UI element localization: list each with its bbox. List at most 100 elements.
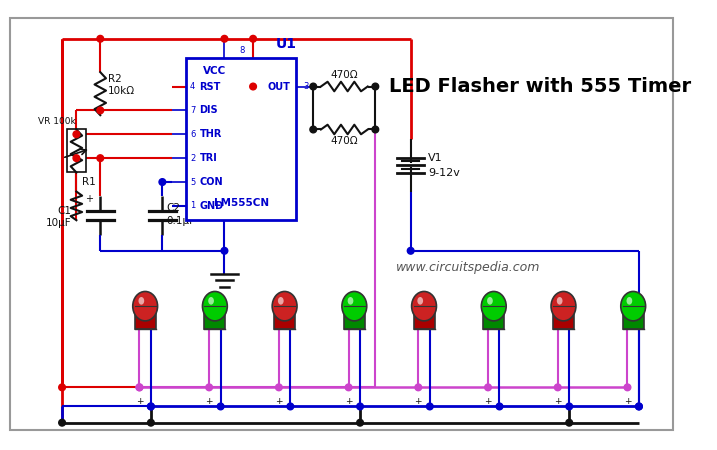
Circle shape [136, 384, 143, 391]
FancyBboxPatch shape [553, 306, 574, 329]
Circle shape [635, 403, 642, 410]
Ellipse shape [138, 297, 144, 305]
Text: 0.1μF: 0.1μF [166, 216, 195, 226]
Circle shape [346, 384, 352, 391]
Circle shape [250, 83, 257, 90]
Text: 6: 6 [190, 130, 196, 139]
Circle shape [485, 384, 491, 391]
Circle shape [415, 384, 422, 391]
Text: VR 100k: VR 100k [38, 117, 76, 126]
Circle shape [357, 403, 364, 410]
Text: 470Ω: 470Ω [331, 136, 358, 146]
Circle shape [287, 403, 294, 410]
Circle shape [221, 248, 228, 254]
Circle shape [566, 419, 573, 426]
Circle shape [310, 126, 317, 133]
Circle shape [357, 419, 364, 426]
Circle shape [275, 384, 282, 391]
Text: 470Ω: 470Ω [331, 70, 358, 80]
Text: +: + [414, 397, 422, 406]
Circle shape [148, 419, 154, 426]
Text: 8: 8 [239, 46, 244, 55]
Ellipse shape [481, 292, 506, 321]
Ellipse shape [272, 292, 297, 321]
FancyBboxPatch shape [344, 306, 365, 329]
Circle shape [148, 403, 154, 410]
Circle shape [250, 36, 257, 42]
Text: V1: V1 [428, 153, 442, 163]
FancyBboxPatch shape [204, 306, 225, 329]
Bar [186, 58, 296, 220]
Text: GND: GND [199, 201, 224, 211]
Ellipse shape [627, 297, 632, 305]
Ellipse shape [342, 292, 366, 321]
FancyBboxPatch shape [135, 306, 156, 329]
Text: +: + [275, 397, 282, 406]
Text: 3: 3 [303, 82, 308, 91]
Circle shape [624, 384, 631, 391]
Circle shape [427, 403, 433, 410]
Text: R1: R1 [82, 177, 96, 187]
Ellipse shape [208, 297, 214, 305]
Text: +: + [624, 397, 631, 406]
FancyBboxPatch shape [274, 306, 295, 329]
Circle shape [59, 419, 65, 426]
Ellipse shape [621, 292, 645, 321]
Text: TRI: TRI [199, 153, 217, 163]
Circle shape [59, 384, 65, 391]
Text: LED Flasher with 555 Timer: LED Flasher with 555 Timer [389, 77, 690, 96]
Ellipse shape [348, 297, 353, 305]
Circle shape [566, 403, 573, 410]
Circle shape [97, 155, 104, 162]
Text: RST: RST [199, 81, 221, 91]
Text: 10kΩ: 10kΩ [108, 86, 135, 96]
Text: +: + [484, 397, 492, 406]
Circle shape [221, 36, 228, 42]
Circle shape [554, 384, 561, 391]
Text: 5: 5 [190, 177, 195, 186]
Circle shape [97, 36, 104, 42]
Text: LM555CN: LM555CN [214, 198, 269, 208]
Ellipse shape [202, 292, 227, 321]
Text: 1: 1 [190, 202, 195, 211]
Circle shape [97, 107, 104, 114]
Bar [67, 130, 86, 172]
Ellipse shape [557, 297, 563, 305]
Circle shape [136, 384, 143, 391]
Text: +: + [205, 397, 213, 406]
Circle shape [635, 403, 642, 410]
Text: R2: R2 [108, 74, 122, 84]
Text: VCC: VCC [203, 66, 227, 76]
Text: 10μF: 10μF [46, 218, 72, 228]
Text: 9-12v: 9-12v [428, 168, 460, 179]
Text: U1: U1 [276, 37, 297, 51]
Text: C1: C1 [57, 206, 72, 216]
Text: 4: 4 [190, 82, 195, 91]
Text: 2: 2 [190, 153, 195, 162]
Circle shape [159, 179, 166, 185]
Circle shape [407, 248, 414, 254]
Circle shape [206, 384, 212, 391]
Ellipse shape [417, 297, 423, 305]
Text: +: + [554, 397, 561, 406]
Text: +: + [345, 397, 352, 406]
Circle shape [148, 403, 154, 410]
Text: CON: CON [199, 177, 223, 187]
Text: www.circuitspedia.com: www.circuitspedia.com [396, 261, 540, 274]
FancyBboxPatch shape [414, 306, 435, 329]
Text: OUT: OUT [267, 81, 290, 91]
FancyBboxPatch shape [622, 306, 644, 329]
Circle shape [73, 155, 80, 162]
Text: THR: THR [199, 129, 222, 139]
Text: +: + [85, 194, 92, 204]
Ellipse shape [551, 292, 576, 321]
Ellipse shape [412, 292, 437, 321]
Circle shape [496, 403, 503, 410]
Text: +: + [136, 397, 143, 406]
FancyBboxPatch shape [483, 306, 504, 329]
Circle shape [372, 126, 379, 133]
Ellipse shape [278, 297, 284, 305]
Ellipse shape [133, 292, 158, 321]
Circle shape [217, 403, 224, 410]
Text: DIS: DIS [199, 105, 218, 115]
